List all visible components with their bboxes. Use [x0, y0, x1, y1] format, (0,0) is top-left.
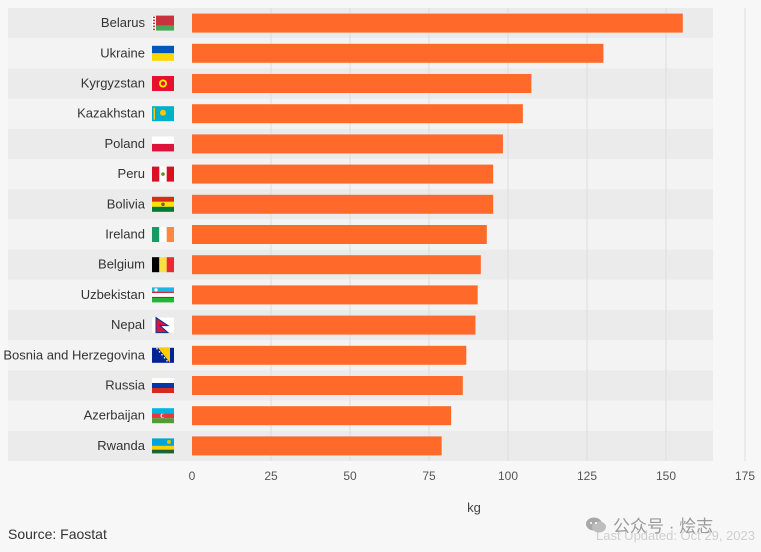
bar-bosnia-and-herzegovina: [192, 345, 467, 365]
category-label: Ireland: [105, 227, 145, 242]
bar-russia: [192, 376, 463, 395]
category-label: Rwanda: [97, 438, 145, 453]
x-tick-label: 0: [189, 469, 196, 483]
bar-belarus: [192, 13, 683, 33]
bar-poland: [192, 134, 503, 154]
ireland-flag-icon: [152, 227, 174, 242]
x-tick-label: 175: [735, 469, 755, 483]
bar-peru: [192, 164, 494, 184]
russia-flag-icon: [152, 378, 174, 393]
last-updated-note: Last Updated: Oct 29, 2023: [596, 528, 755, 543]
source-note: Source: Faostat: [8, 526, 107, 542]
wechat-icon: [586, 517, 606, 532]
bar-azerbaijan: [192, 406, 452, 426]
category-label: Uzbekistan: [81, 287, 145, 302]
azerbaijan-flag-icon: [152, 408, 174, 424]
bar-bolivia: [192, 194, 494, 214]
category-label: Russia: [105, 378, 146, 393]
belarus-flag-icon: [152, 15, 174, 31]
category-label: Bosnia and Herzegovina: [3, 347, 145, 362]
category-label: Azerbaijan: [84, 408, 145, 423]
bar-chart: Belarus Ukraine Kyrgyzstan Kazakhstan Poland…: [3, 8, 755, 515]
kazakhstan-flag-icon: [152, 106, 174, 122]
category-label: Belarus: [101, 15, 146, 30]
category-label: Ukraine: [100, 45, 145, 60]
watermark-text: 公众号 · 烩志: [613, 517, 714, 536]
kyrgyzstan-flag-icon: [152, 76, 174, 91]
category-label: Kazakhstan: [77, 106, 145, 121]
ukraine-flag-icon: [152, 45, 174, 61]
bar-kazakhstan: [192, 104, 523, 124]
belgium-flag-icon: [152, 257, 174, 273]
peru-flag-icon: [152, 166, 174, 182]
category-label: Belgium: [98, 257, 145, 272]
x-tick-label: 75: [422, 469, 436, 483]
category-label: Bolivia: [107, 196, 146, 211]
watermark: 公众号 · 烩志: [585, 512, 713, 537]
bar-uzbekistan: [192, 285, 478, 305]
category-label: Kyrgyzstan: [81, 76, 145, 91]
bar-belgium: [192, 255, 481, 275]
uzbekistan-flag-icon: [152, 287, 174, 303]
bolivia-flag-icon: [152, 196, 174, 212]
x-tick-label: 100: [498, 469, 518, 483]
category-label: Poland: [105, 136, 145, 151]
bar-nepal: [192, 315, 476, 335]
bar-kyrgyzstan: [192, 74, 532, 93]
poland-flag-icon: [152, 136, 174, 152]
x-tick-label: 50: [343, 469, 357, 483]
x-tick-label: 25: [264, 469, 278, 483]
bar-ireland: [192, 225, 487, 244]
category-label: Peru: [118, 166, 145, 181]
category-label: Nepal: [111, 317, 145, 332]
x-tick-label: 125: [577, 469, 597, 483]
bar-ukraine: [192, 43, 604, 63]
bar-rwanda: [192, 436, 442, 456]
x-axis-label: kg: [467, 500, 481, 515]
bosnia-flag-icon: [152, 347, 174, 363]
rwanda-flag-icon: [152, 438, 174, 454]
nepal-flag-icon: [152, 316, 174, 334]
x-tick-label: 150: [656, 469, 676, 483]
